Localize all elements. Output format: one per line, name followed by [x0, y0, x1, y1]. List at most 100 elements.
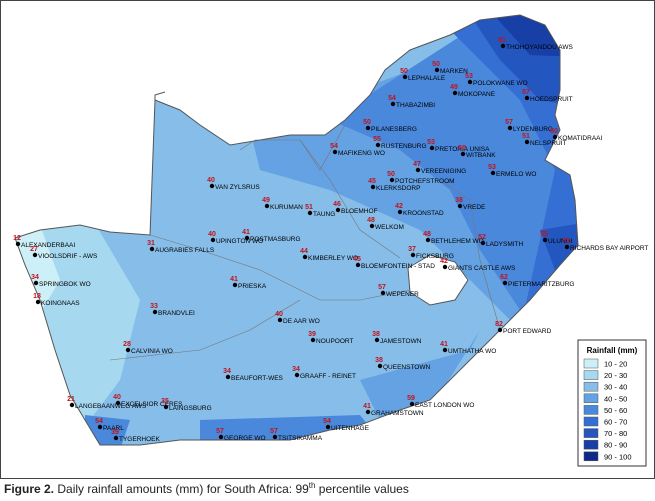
station-value: 41 — [242, 229, 250, 236]
station-name: TSITSIKAMMA — [278, 435, 323, 442]
station-value: 55 — [373, 136, 381, 143]
station-value: 27 — [30, 246, 38, 253]
station-name: LADYSMITH — [486, 241, 524, 248]
station-dot — [442, 264, 448, 270]
station-dot — [370, 184, 376, 190]
stations: THOHOYANDOU AWS81MARKEN50LEPHALALE50POLO… — [13, 37, 648, 443]
legend-title: Rainfall (mm) — [587, 346, 638, 355]
station-dot — [490, 170, 496, 176]
station-name: NOUPOORT — [316, 338, 353, 345]
station-name: UITENHAGE — [331, 425, 370, 432]
legend-swatch — [583, 358, 599, 369]
station-dot — [429, 145, 435, 151]
legend-swatch — [583, 393, 599, 404]
station-dot — [467, 79, 473, 85]
station-dot — [113, 435, 119, 441]
station-value: 41 — [230, 276, 238, 283]
station-value: 50 — [432, 61, 440, 68]
station-dot — [332, 149, 338, 155]
station-value: 73 — [562, 238, 570, 245]
station-value: 39 — [308, 331, 316, 338]
station-name: RUSTENBURG — [381, 143, 427, 150]
station-value: 12 — [13, 235, 21, 242]
legend-label: 50 - 60 — [604, 406, 627, 415]
station-value: 39 — [111, 429, 119, 436]
station-dot — [325, 424, 331, 430]
station-name: VAN ZYLSRUS — [215, 184, 260, 191]
station-dot — [302, 254, 308, 260]
station-name: LAINGSBURG — [169, 405, 212, 412]
station-value: 50 — [363, 119, 371, 126]
station-dot — [415, 167, 421, 173]
station-dot — [125, 347, 131, 353]
station-dot — [402, 74, 408, 80]
station-dot — [218, 434, 224, 440]
station-dot — [15, 241, 21, 247]
station-value: 49 — [262, 197, 270, 204]
station-name: BRANDVLEI — [158, 310, 195, 317]
station-value: 33 — [150, 303, 158, 310]
station-value: 38 — [372, 331, 380, 338]
station-name: PILANESBERG — [371, 126, 417, 133]
station-value: 57 — [378, 284, 386, 291]
station-dot — [564, 244, 570, 250]
station-value: 62 — [500, 274, 508, 281]
station-value: 51 — [522, 133, 530, 140]
station-name: ULUNDI — [548, 238, 572, 245]
station-name: VIOOLSDRIF - AWS — [38, 253, 98, 260]
station-value: 57 — [216, 428, 224, 435]
station-name: BETHLEHEM WO — [431, 238, 484, 245]
station-value: 42 — [395, 203, 403, 210]
station-dot — [497, 327, 503, 333]
station-name: GRAHAMSTOWN — [371, 410, 424, 417]
station-name: POTCHEFSTROOM — [395, 178, 455, 185]
station-name: DE AAR WO — [283, 318, 320, 325]
station-dot — [35, 299, 41, 305]
station-dot — [310, 337, 316, 343]
station-value: 54 — [323, 418, 331, 425]
station-name: PRETORIA UNISA — [435, 146, 490, 153]
station-value: 48 — [367, 217, 375, 224]
station-name: MOKOPANE — [458, 91, 496, 98]
station-value: 34 — [31, 274, 39, 281]
station-value: 31 — [147, 240, 155, 247]
legend-label: 40 - 50 — [604, 394, 627, 403]
station-name: ERMELO WO — [496, 171, 536, 178]
province-border — [109, 299, 301, 361]
station-value: 41 — [440, 341, 448, 348]
station-name: KROONSTAD — [403, 210, 444, 217]
station-dot — [365, 409, 371, 415]
station-dot — [210, 237, 216, 243]
station-name: POSTMASBURG — [250, 236, 301, 243]
station-name: GRAAFF - REINET — [300, 373, 356, 380]
legend-swatch — [583, 439, 599, 450]
station-name: CALVINIA WO — [131, 348, 173, 355]
station-name: WELKOM — [375, 224, 404, 231]
station-name: PORT EDWARD — [503, 328, 552, 335]
station-dot — [389, 177, 395, 183]
station-dot — [277, 317, 283, 323]
station-name: SPRINGBOK WO — [39, 281, 91, 288]
station-value: 51 — [305, 204, 313, 211]
station-name: KIMBERLEY WO — [308, 255, 358, 262]
station-value: 45 — [353, 256, 361, 263]
station-value: 60 — [550, 128, 558, 135]
province-border — [439, 179, 501, 331]
legend-label: 90 - 100 — [604, 452, 632, 461]
caption-sup: th — [308, 481, 316, 490]
station-value: 45 — [368, 178, 376, 185]
station-name: KOINGNAAS — [41, 300, 80, 307]
legend-label: 60 - 70 — [604, 418, 627, 427]
station-value: 59 — [407, 395, 415, 402]
station-name: VREDE — [463, 204, 486, 211]
station-value: 40 — [208, 231, 216, 238]
caption-text: Daily rainfall amounts (mm) for South Af… — [57, 482, 309, 496]
station-value: 48 — [423, 231, 431, 238]
station-value: 18 — [33, 293, 41, 300]
station-name: UPINGTON WO — [216, 238, 263, 245]
station-dot — [397, 209, 403, 215]
station-value: 41 — [363, 403, 371, 410]
station-value: 50 — [387, 171, 395, 178]
station-dot — [380, 290, 386, 296]
